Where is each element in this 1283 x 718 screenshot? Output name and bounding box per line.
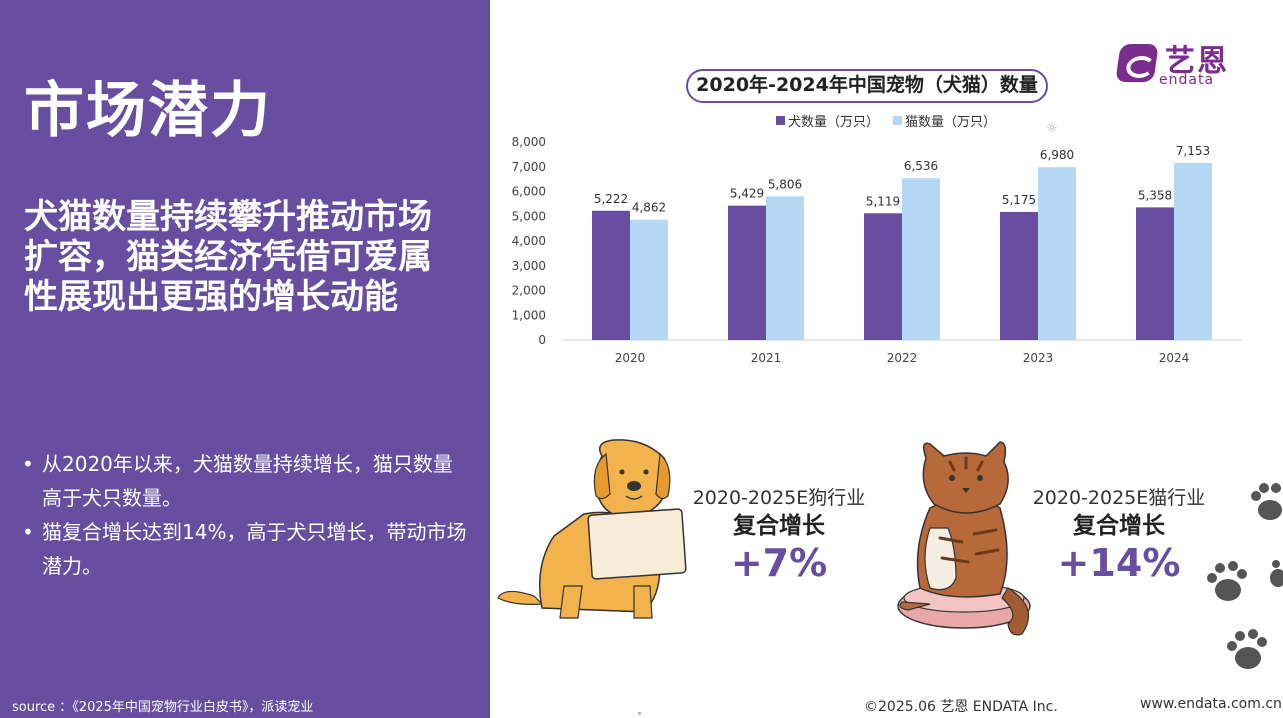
bar-cat [902,178,940,340]
bar-cat [766,196,804,340]
legend-item-dog: 犬数量（万只） [776,111,879,130]
paw-print-icon [1207,483,1283,669]
legend-swatch-cat [893,116,903,125]
data-label-dog: 5,429 [730,187,764,201]
bar-cat [1038,167,1076,340]
y-tick-label: 2,000 [512,284,546,298]
data-label-dog: 5,119 [866,194,900,208]
legend-swatch-dog [776,116,785,125]
page-title: 市场潜力 [24,76,272,146]
bar-cat [1174,162,1212,340]
y-tick-label: 8,000 [512,135,546,149]
bar-dog [864,213,902,340]
x-tick-label: 2021 [751,351,782,365]
bullet-dot: • [22,520,34,544]
dog-stat-label: 2020-2025E狗行业 [692,487,866,509]
bar-cat [630,219,668,340]
cat-illustration-icon [897,441,1031,636]
logo-mark-icon [1115,44,1159,82]
chart-legend: 犬数量（万只） 猫数量（万只） [776,111,996,130]
y-tick-label: 4,000 [512,234,546,248]
bar-chart: 0 1,000 2,000 3,000 4,000 5,000 6,000 7,000 8,00… [512,135,1242,365]
y-tick-label: 1,000 [512,308,546,322]
cat-stat: 2020-2025E猫行业 复合增长 +14% [1028,484,1210,586]
legend-item-cat: 猫数量（万只） [893,111,996,130]
bullet-item: • 从2020年以来，犬猫数量持续增长，猫只数量高于犬只数量。 [20,447,470,515]
bar-dog [1000,211,1038,340]
y-tick-label: 5,000 [512,209,546,223]
x-tick-label: 2022 [887,351,918,365]
dog-stat: 2020-2025E狗行业 复合增长 +7% [690,484,868,586]
bullet-item: • 猫复合增长达到14%，高于犬只增长，带动市场潜力。 [20,515,470,583]
logo-en-text: endata [1159,72,1215,88]
legend-label-cat: 猫数量（万只） [905,115,997,130]
y-tick-label: 6,000 [512,185,546,199]
data-label-cat: 6,980 [1040,148,1074,162]
dog-stat-sub: 复合增长 [733,513,825,539]
cat-stat-label: 2020-2025E猫行业 [1032,487,1206,509]
chart-title: 2020年-2024年中国宠物（犬猫）数量 [686,69,1048,103]
dog-illustration-icon [497,439,687,619]
bullet-dot: • [22,452,34,476]
website-link[interactable]: www.endata.com.cn [1140,696,1282,712]
bullet-text: 猫复合增长达到14%，高于犬只增长，带动市场潜力。 [42,520,467,578]
data-label-dog: 5,222 [594,192,628,206]
x-tick-label: 2023 [1023,351,1054,365]
headline: 犬猫数量持续攀升推动市场扩容，猫类经济凭借可爱属性展现出更强的增长动能 [24,197,432,317]
bar-dog [728,205,766,340]
legend-label-dog: 犬数量（万只） [788,115,880,130]
bullet-list: • 从2020年以来，犬猫数量持续增长，猫只数量高于犬只数量。 • 猫复合增长达… [20,447,470,583]
endata-logo: 艺恩 endata [1115,36,1245,91]
source-note: source ：《2025年中国宠物行业白皮书》，派读宠业 [12,700,314,715]
cat-stat-value: +14% [1057,541,1181,585]
page-marker [638,712,641,715]
bar-dog [592,210,630,340]
data-label-dog: 5,175 [1002,193,1036,207]
data-label-cat: 5,806 [768,177,802,191]
y-tick-label: 7,000 [512,160,546,174]
y-tick-label: 3,000 [512,259,546,273]
logo-cn-text: 艺恩 [1165,44,1229,79]
bar-dog [1136,207,1174,340]
sparkle-icon: ☼ [1046,121,1058,136]
data-label-cat: 4,862 [632,201,666,215]
x-tick-label: 2024 [1159,351,1190,365]
dog-stat-value: +7% [730,541,828,585]
data-label-cat: 6,536 [904,159,938,173]
y-tick-label: 0 [538,333,546,347]
left-panel: 市场潜力 犬猫数量持续攀升推动市场扩容，猫类经济凭借可爱属性展现出更强的增长动能… [0,0,490,718]
data-label-cat: 7,153 [1176,144,1210,158]
cat-stat-sub: 复合增长 [1073,513,1165,539]
copyright: ©2025.06 艺恩 ENDATA Inc. [864,699,1058,715]
data-label-dog: 5,358 [1138,188,1172,202]
x-tick-label: 2020 [615,351,646,365]
bullet-text: 从2020年以来，犬猫数量持续增长，猫只数量高于犬只数量。 [42,452,453,510]
